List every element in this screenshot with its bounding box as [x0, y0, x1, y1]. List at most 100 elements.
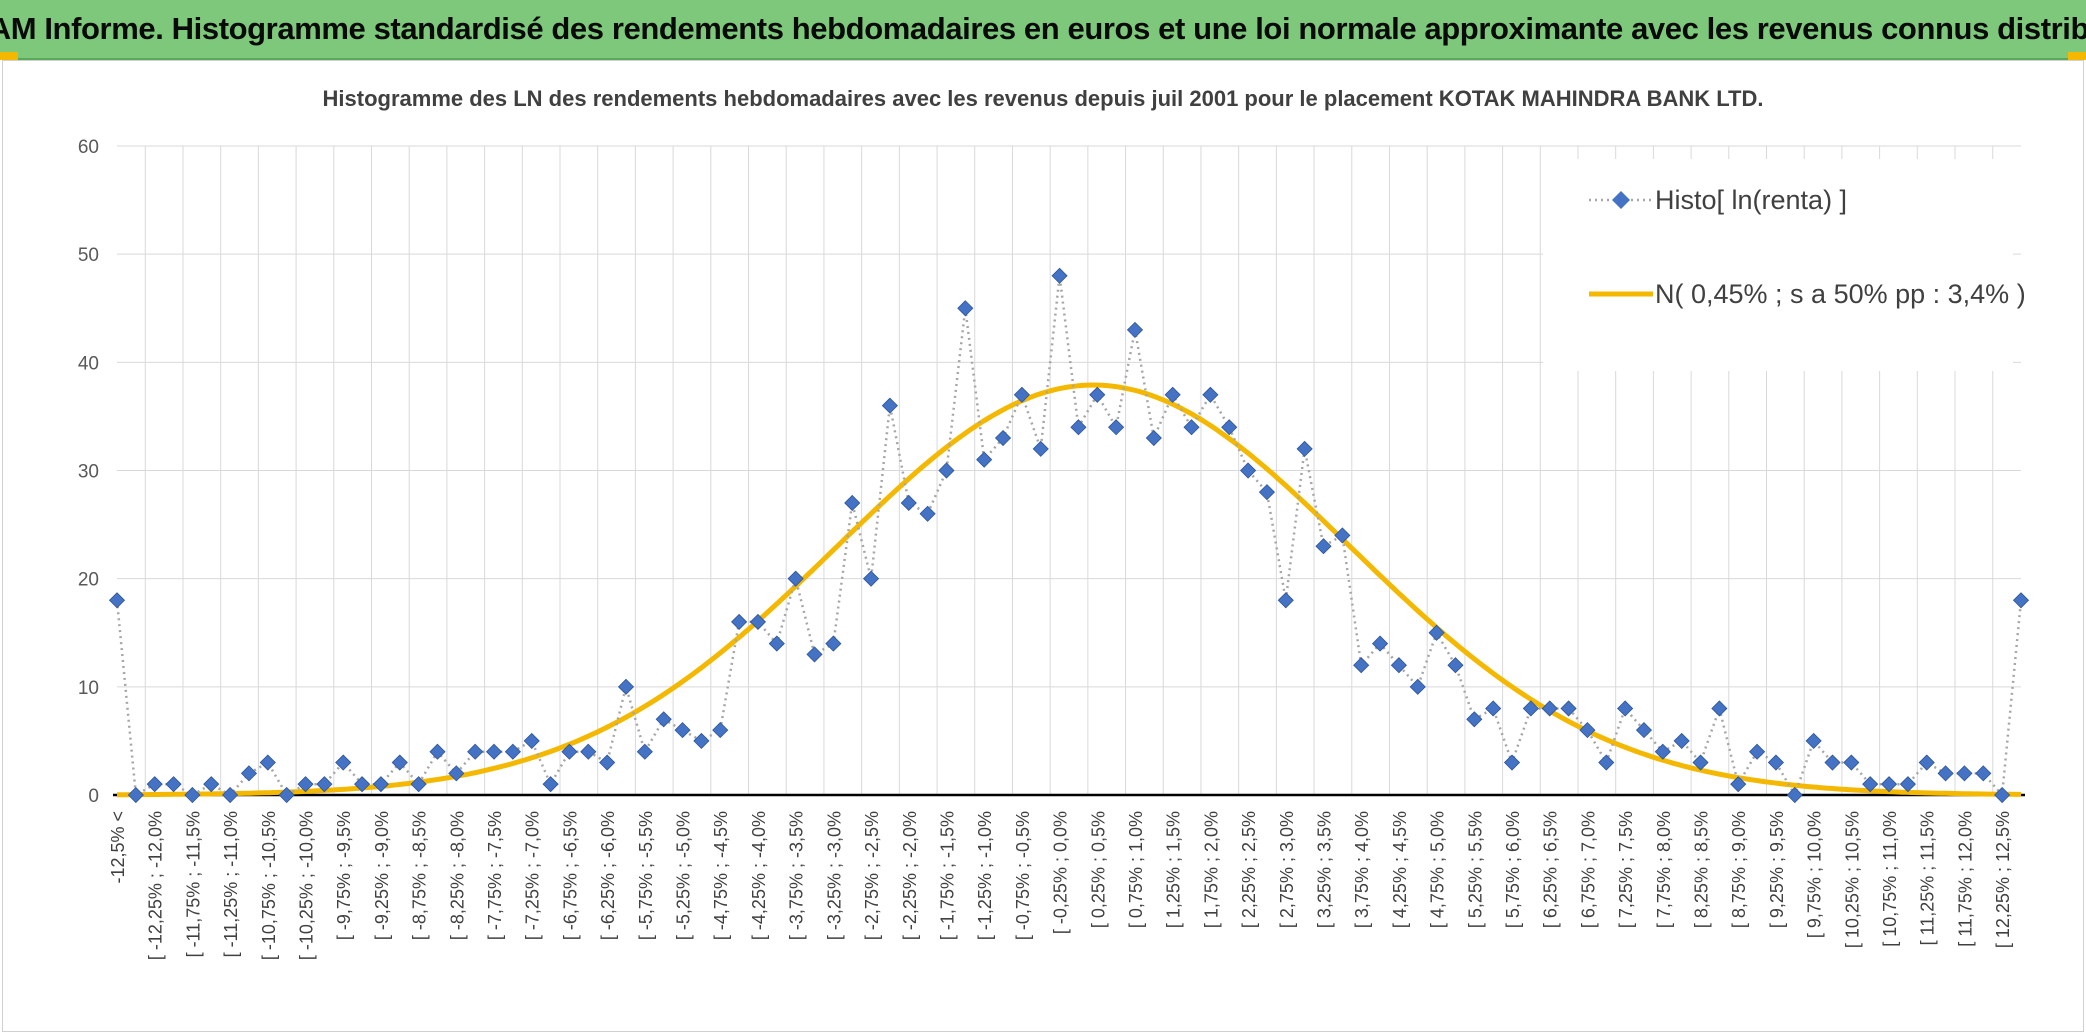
data-point	[1296, 440, 1313, 457]
data-point	[278, 786, 295, 804]
x-tick-label: [ -8,75% ; -8,5%	[410, 811, 430, 940]
data-point	[542, 776, 559, 793]
x-tick-label: [ -0,25% ; 0,0%	[1051, 811, 1071, 934]
y-tick-label: 60	[78, 137, 99, 158]
data-point	[1240, 462, 1257, 479]
data-point	[1711, 700, 1728, 717]
data-point	[862, 570, 880, 587]
x-tick-label: [ -1,75% ; -1,5%	[937, 811, 957, 940]
horizontal-gridlines: 0 10 20 30 40 50 60	[78, 137, 2021, 807]
x-tick-label: [ 2,25% ; 2,5%	[1239, 811, 1259, 928]
x-tick-label: [ 9,75% ; 10,0%	[1805, 811, 1825, 938]
x-tick-label: [ -11,75% ; -11,5%	[183, 811, 203, 957]
data-point	[1390, 657, 1407, 674]
data-point	[1635, 722, 1653, 739]
data-point	[1145, 429, 1162, 447]
data-point	[1070, 419, 1087, 436]
data-point	[1805, 732, 1822, 749]
data-point	[354, 776, 371, 793]
normal-curve	[117, 382, 2021, 798]
x-tick-label: [ 6,75% ; 7,0%	[1578, 811, 1598, 928]
data-point	[485, 743, 503, 760]
data-point	[448, 765, 465, 782]
data-point	[203, 776, 220, 793]
data-point	[335, 754, 352, 771]
data-point	[316, 776, 333, 793]
data-point	[655, 711, 672, 728]
x-tick-label: [ -9,25% ; -9,0%	[372, 811, 392, 940]
x-tick-label: [ 10,25% ; 10,5%	[1842, 811, 1862, 948]
data-point	[1862, 776, 1879, 793]
y-tick-label: 10	[78, 678, 99, 699]
data-point	[410, 776, 427, 793]
x-tick-label: [ -4,75% ; -4,5%	[711, 811, 731, 940]
x-tick-labels: -12,5% < [ -12,25% ; -12,0% [ -11,75% ; -1…	[108, 811, 2013, 960]
data-point	[1956, 765, 1973, 782]
x-tick-label: [ -3,75% ; -3,5%	[787, 811, 807, 940]
data-point	[372, 776, 389, 793]
data-point	[1730, 776, 1747, 793]
x-tick-label: [ 0,75% ; 1,0%	[1126, 811, 1146, 928]
x-tick-label: [ -9,75% ; -9,5%	[334, 811, 354, 940]
x-tick-label: [ 12,25% ; 12,5%	[1993, 811, 2013, 948]
x-tick-label: [ 4,25% ; 4,5%	[1390, 811, 1410, 928]
data-point	[580, 743, 597, 760]
data-point	[1447, 657, 1464, 674]
data-point	[1767, 754, 1784, 771]
x-tick-label: [ 10,75% ; 11,0%	[1880, 811, 1900, 947]
data-point	[1673, 732, 1690, 749]
data-point	[1880, 776, 1898, 793]
report-header: ADAM Informe. Histogramme standardisé de…	[0, 0, 2086, 60]
x-tick-label: [ -8,25% ; -8,0%	[447, 811, 467, 940]
data-point	[1503, 754, 1521, 771]
histogram-line	[115, 275, 2023, 799]
x-tick-label: [ 0,25% ; 0,5%	[1088, 811, 1108, 928]
data-point	[938, 462, 955, 479]
data-point	[844, 494, 861, 512]
data-point	[184, 786, 201, 804]
x-tick-label: [ 7,75% ; 8,0%	[1654, 811, 1674, 928]
data-point	[1353, 657, 1370, 674]
data-point	[1843, 754, 1860, 771]
data-point	[1899, 776, 1916, 793]
y-tick-label: 20	[78, 570, 99, 591]
histogram-chart: Histogramme des LN des rendements hebdom…	[78, 86, 2030, 960]
data-point	[712, 722, 729, 739]
data-point	[900, 494, 917, 512]
data-point	[1013, 386, 1030, 403]
x-tick-label: [ -5,75% ; -5,5%	[636, 811, 656, 940]
x-tick-label: [ -6,25% ; -6,0%	[598, 811, 618, 940]
data-point	[919, 505, 936, 522]
data-point	[391, 754, 408, 771]
x-tick-label: [ 8,25% ; 8,5%	[1692, 811, 1712, 928]
x-tick-label: [ -10,25% ; -10,0%	[297, 811, 317, 960]
x-tick-label: [ -2,25% ; -2,0%	[900, 811, 920, 940]
data-point	[1315, 538, 1332, 555]
chart-title: Histogramme des LN des rendements hebdom…	[323, 86, 1764, 111]
data-point	[1617, 700, 1634, 717]
data-point	[1428, 624, 1445, 641]
y-tick-label: 30	[78, 462, 99, 483]
x-tick-label: [ 11,25% ; 11,5%	[1918, 811, 1938, 945]
data-point	[2012, 592, 2030, 609]
data-point	[1749, 743, 1766, 760]
corner-accent-right	[2068, 52, 2086, 60]
x-tick-label: [ -11,25% ; -11,0%	[221, 811, 241, 957]
data-point	[957, 300, 974, 317]
legend: Histo[ ln(renta) ] N( 0,45% ; s a 50% pp …	[1543, 159, 2026, 371]
data-point	[768, 635, 785, 652]
x-tick-label: [ 5,25% ; 5,5%	[1465, 811, 1485, 928]
data-point	[1579, 722, 1596, 739]
y-tick-label: 40	[78, 353, 99, 374]
data-point	[636, 743, 653, 760]
data-point	[1692, 754, 1709, 771]
y-tick-label: 50	[78, 245, 99, 266]
x-tick-label: [ 3,75% ; 4,0%	[1352, 811, 1372, 928]
data-point	[429, 743, 446, 760]
data-point	[749, 613, 767, 630]
x-tick-label: [ -2,75% ; -2,5%	[862, 811, 882, 940]
data-point	[1258, 484, 1276, 501]
x-tick-label: [ 1,25% ; 1,5%	[1164, 811, 1184, 928]
x-tick-label: [ 6,25% ; 6,5%	[1541, 811, 1561, 928]
data-point	[881, 397, 898, 414]
